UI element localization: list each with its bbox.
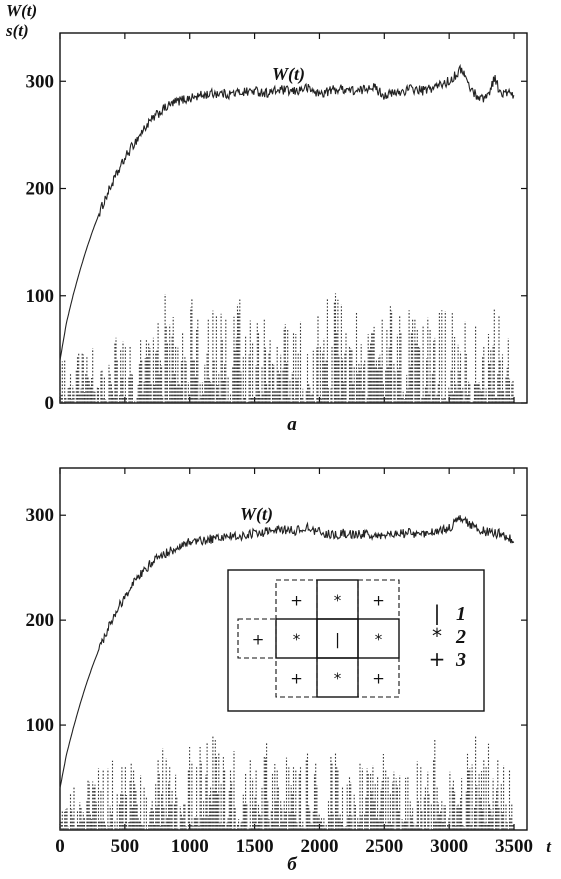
series-line-W <box>59 63 515 361</box>
x-tick-label: 0 <box>55 836 65 857</box>
legend-inset: + * +* | *+ * ++| 1* 2+ 3 <box>227 569 485 712</box>
y-tick-label: 300 <box>26 505 55 526</box>
panel-label: а <box>287 414 297 435</box>
y-tick-label: 200 <box>26 179 55 200</box>
x-tick-label: 2500 <box>365 836 403 857</box>
legend-label: 1 <box>456 603 466 625</box>
cell-symbol: * <box>334 670 342 688</box>
y-tick-label: 100 <box>26 286 55 307</box>
x-axis-label: t <box>546 837 552 856</box>
legend-symbol: | <box>434 601 441 625</box>
neighborhood-cell-extra <box>237 618 277 659</box>
x-tick-label: 3500 <box>495 836 533 857</box>
y-axis-label: s(t) <box>5 21 29 40</box>
cell-symbol: * <box>375 631 383 649</box>
annotation-W: W(t) <box>240 504 273 525</box>
legend-symbol: + <box>429 647 446 671</box>
panel-label: б <box>287 854 298 875</box>
cell-symbol: * <box>293 631 301 649</box>
y-tick-label: 100 <box>26 715 55 736</box>
legend-symbol: * <box>432 624 442 648</box>
series-s-dotted <box>59 293 514 403</box>
legend-label: 2 <box>455 626 466 648</box>
x-tick-label: 3000 <box>430 836 468 857</box>
cell-symbol: + <box>290 670 303 688</box>
legend-label: 3 <box>455 649 466 671</box>
y-tick-label: 0 <box>45 393 55 414</box>
cell-symbol: + <box>290 592 303 610</box>
cell-symbol: + <box>372 670 385 688</box>
y-tick-label: 200 <box>26 610 55 631</box>
neighborhood-cell <box>357 657 400 698</box>
series-line-W <box>59 515 515 789</box>
x-tick-label: 2000 <box>300 836 338 857</box>
y-axis-label: W(t) <box>6 1 37 20</box>
cell-symbol: * <box>334 592 342 610</box>
y-tick-label: 300 <box>26 71 55 92</box>
x-tick-label: 1500 <box>236 836 274 857</box>
cell-symbol: | <box>335 631 340 649</box>
cell-symbol-extra: + <box>252 631 265 649</box>
annotation-W: W(t) <box>272 64 305 85</box>
x-tick-label: 1000 <box>171 836 209 857</box>
cell-symbol: + <box>372 592 385 610</box>
legend-box <box>227 569 485 712</box>
series-s-dotted <box>59 736 514 830</box>
x-tick-label: 500 <box>111 836 140 857</box>
